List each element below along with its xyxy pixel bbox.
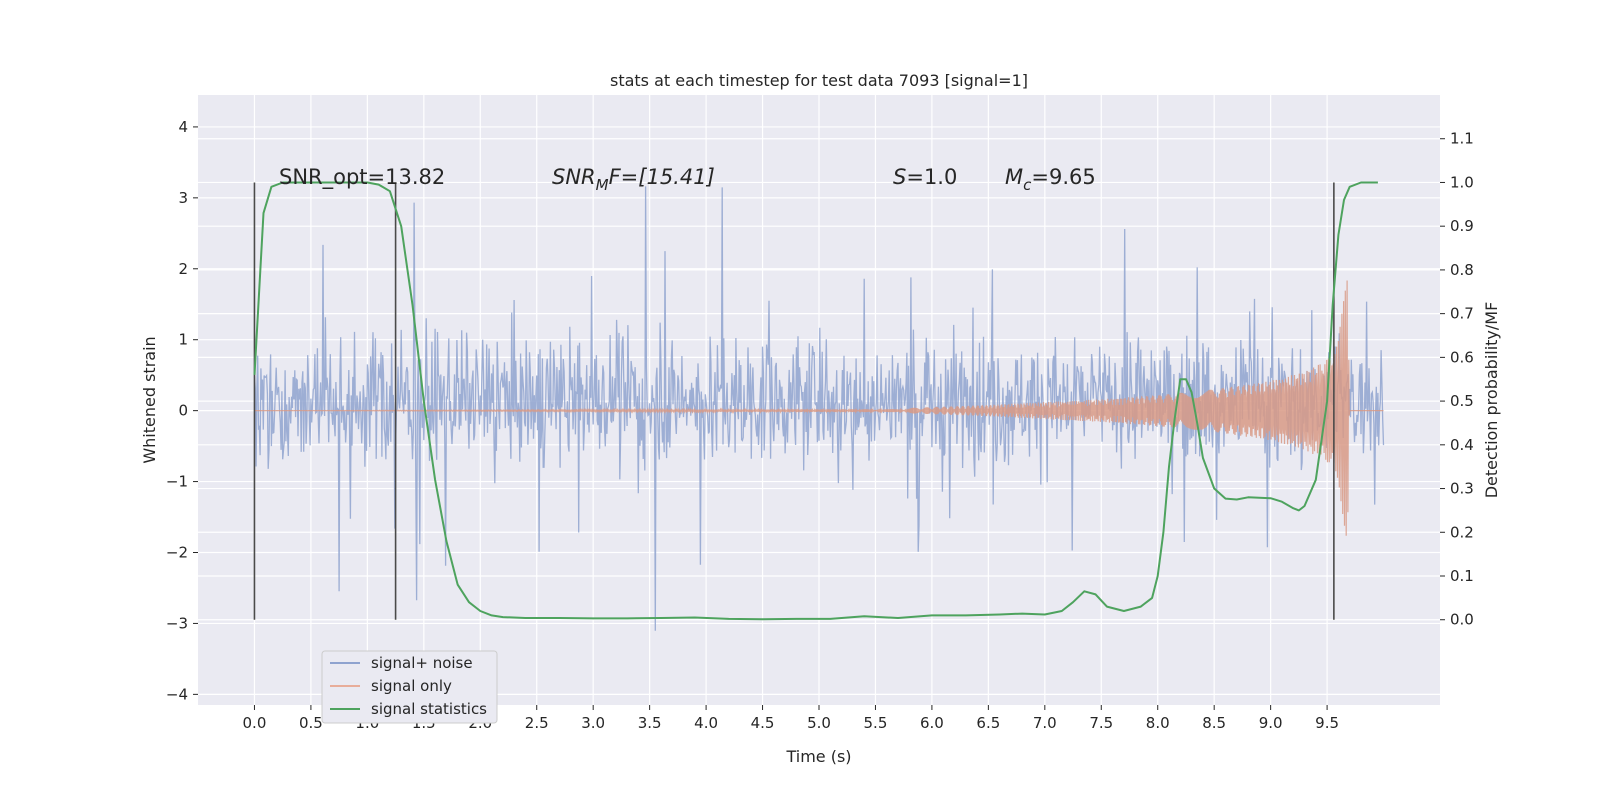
y2-tick-label: 0.2	[1450, 523, 1474, 541]
signal-line	[254, 280, 1384, 536]
x-tick-label: 9.5	[1315, 714, 1339, 732]
x-tick-label: 0.5	[299, 714, 323, 732]
x-tick-label: 0.0	[243, 714, 267, 732]
annotation-mc: Mc=9.65	[1005, 165, 1096, 194]
y-tick-label: 0	[178, 402, 188, 420]
x-tick-label: 4.5	[751, 714, 775, 732]
annotation-snr-mf: SNRMF=[15.41]	[552, 165, 715, 194]
y-axis-label: Whitened strain	[140, 336, 159, 463]
y2-tick-label: 0.7	[1450, 305, 1474, 323]
x-tick-label: 7.5	[1089, 714, 1113, 732]
y2-tick-label: 1.0	[1450, 173, 1474, 191]
y2-tick-label: 1.1	[1450, 130, 1474, 148]
x-tick-label: 6.5	[976, 714, 1000, 732]
x-tick-label: 3.0	[581, 714, 605, 732]
x-tick-label: 7.0	[1033, 714, 1057, 732]
x-tick-label: 2.5	[525, 714, 549, 732]
y2-axis-label: Detection probability/MF	[1482, 302, 1501, 499]
x-tick-label: 9.0	[1259, 714, 1283, 732]
y-tick-label: −4	[166, 685, 188, 703]
legend-label-noise: signal+ noise	[371, 654, 473, 672]
x-axis-label: Time (s)	[785, 747, 851, 766]
legend-label-signal: signal only	[371, 677, 452, 695]
legend-label-statistics: signal statistics	[371, 700, 487, 718]
ticks: 0.00.51.01.52.02.53.03.54.04.55.05.56.06…	[166, 118, 1474, 732]
x-tick-label: 3.5	[638, 714, 662, 732]
y2-tick-label: 0.4	[1450, 436, 1474, 454]
statistics-line	[253, 181, 1378, 621]
annotation-snr-opt: SNR_opt=13.82	[279, 165, 445, 190]
y2-tick-label: 0.8	[1450, 261, 1474, 279]
y-tick-label: −1	[166, 473, 188, 491]
chart-title: stats at each timestep for test data 709…	[610, 71, 1028, 90]
y-tick-label: 3	[178, 189, 188, 207]
y2-tick-label: 0.3	[1450, 480, 1474, 498]
y2-tick-label: 0.6	[1450, 348, 1474, 366]
statistics-series	[253, 181, 1378, 621]
x-tick-label: 4.0	[694, 714, 718, 732]
y-tick-label: 2	[178, 260, 188, 278]
y2-tick-label: 0.5	[1450, 392, 1474, 410]
x-tick-label: 6.0	[920, 714, 944, 732]
legend-box	[321, 650, 498, 724]
y2-tick-label: 0.0	[1450, 611, 1474, 629]
x-tick-label: 8.0	[1146, 714, 1170, 732]
y-tick-label: −3	[166, 614, 188, 632]
y2-tick-label: 0.9	[1450, 217, 1474, 235]
x-tick-label: 5.0	[807, 714, 831, 732]
x-tick-label: 8.5	[1202, 714, 1226, 732]
annotation-s: S=1.0	[893, 165, 957, 189]
vertical-markers	[253, 182, 1335, 620]
y2-tick-label: 0.1	[1450, 567, 1474, 585]
y-tick-label: −2	[166, 544, 188, 562]
y-tick-label: 1	[178, 331, 188, 349]
x-tick-label: 5.5	[864, 714, 888, 732]
signal-series	[254, 280, 1384, 536]
y-tick-label: 4	[178, 118, 188, 136]
legend: signal+ noise signal only signal statist…	[321, 650, 498, 724]
